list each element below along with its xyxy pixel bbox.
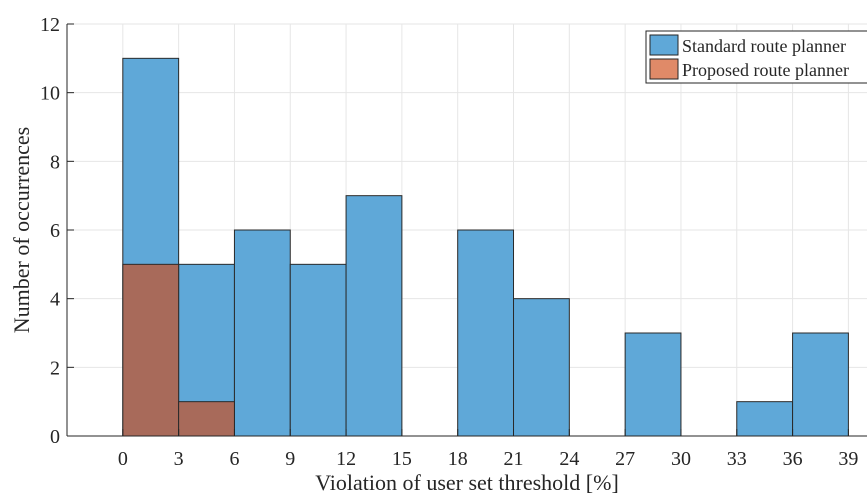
legend: Standard route planner Proposed route pl…: [645, 30, 867, 84]
x-tick-label: 18: [448, 448, 468, 470]
bar-standard-bin-2: [233, 229, 291, 437]
x-tick-label: 30: [671, 448, 691, 470]
y-tick-labels: 0 2 4 6 8 10 12: [40, 14, 60, 448]
bar-proposed-bin-0: [122, 263, 180, 437]
bar-standard-bin-6: [457, 229, 515, 437]
x-tick-label: 24: [559, 448, 579, 470]
bar-proposed-bin-1: [178, 401, 235, 437]
x-tick-label: 0: [118, 448, 128, 470]
x-tick-label: 21: [504, 448, 524, 470]
x-tick-label: 15: [392, 448, 412, 470]
legend-label-standard: Standard route planner: [682, 36, 846, 56]
legend-swatch-standard: [649, 34, 679, 56]
x-axis-label: Violation of user set threshold [%]: [315, 470, 619, 495]
bar-standard-bin-3: [289, 263, 347, 437]
y-tick-label: 10: [40, 83, 60, 105]
y-tick-label: 8: [50, 151, 60, 173]
bar-standard-bin-4: [345, 195, 403, 437]
axes-group: [66, 23, 867, 437]
bar-standard-bin-12: [792, 332, 849, 437]
bar-standard-bin-9: [624, 332, 682, 437]
y-tick-label: 2: [50, 357, 60, 379]
bar-standard-bin-7: [513, 298, 570, 437]
x-tick-label: 9: [285, 448, 295, 470]
x-tick-label: 39: [838, 448, 858, 470]
y-tick-label: 4: [50, 289, 60, 311]
bars-group: [122, 57, 849, 437]
bar-standard-bin-11: [736, 401, 794, 437]
x-tick-label: 36: [783, 448, 803, 470]
y-tick-label: 12: [40, 14, 60, 36]
y-tick-label: 6: [50, 220, 60, 242]
legend-label-proposed: Proposed route planner: [682, 60, 849, 80]
x-tick-label: 12: [336, 448, 356, 470]
x-tick-label: 33: [727, 448, 747, 470]
x-tick-labels: 0 3 6 9 12 15 18 21 24 27 30 33 36 39: [118, 448, 859, 470]
x-tick-label: 27: [615, 448, 635, 470]
legend-swatch-proposed: [649, 58, 679, 80]
y-axis-label: Number of occurrences: [9, 127, 34, 333]
legend-box: [645, 30, 867, 84]
x-tick-label: 6: [229, 448, 239, 470]
x-tick-label: 3: [174, 448, 184, 470]
y-tick-label: 0: [50, 426, 60, 448]
